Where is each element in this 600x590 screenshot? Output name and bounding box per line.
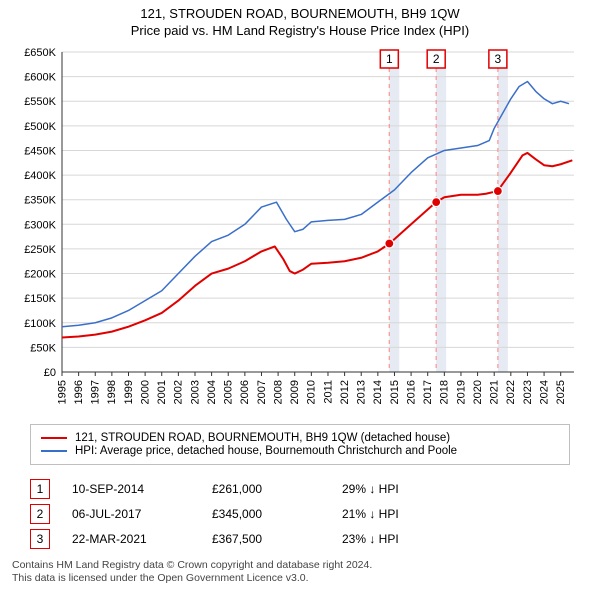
legend-row-hpi: HPI: Average price, detached house, Bour… <box>41 445 559 457</box>
svg-text:2022: 2022 <box>505 380 517 404</box>
svg-text:2020: 2020 <box>472 380 484 404</box>
attribution-footer: Contains HM Land Registry data © Crown c… <box>12 559 372 586</box>
footer-line1: Contains HM Land Registry data © Crown c… <box>12 559 372 573</box>
svg-text:£250K: £250K <box>24 244 56 256</box>
marker-badge-3: 3 <box>30 529 50 549</box>
svg-text:£400K: £400K <box>24 170 56 182</box>
marker-badge-1: 1 <box>30 479 50 499</box>
table-row: 2 06-JUL-2017 £345,000 21% ↓ HPI <box>30 504 570 524</box>
svg-text:2025: 2025 <box>555 380 567 404</box>
svg-text:2008: 2008 <box>272 380 284 404</box>
svg-text:2019: 2019 <box>455 380 467 404</box>
sale-diff: 29% ↓ HPI <box>342 482 482 496</box>
svg-text:1998: 1998 <box>106 380 118 404</box>
chart: £0 £50K £100K £150K £200K £250K £300K £350K £400… <box>8 46 592 416</box>
svg-text:2023: 2023 <box>522 380 534 404</box>
svg-text:2018: 2018 <box>439 380 451 404</box>
marker-badge-2: 2 <box>30 504 50 524</box>
address-title: 121, STROUDEN ROAD, BOURNEMOUTH, BH9 1QW <box>8 6 592 21</box>
svg-text:2003: 2003 <box>189 380 201 404</box>
svg-text:£600K: £600K <box>24 72 56 84</box>
svg-text:2024: 2024 <box>538 380 550 404</box>
sale-price: £261,000 <box>212 482 342 496</box>
title-block: 121, STROUDEN ROAD, BOURNEMOUTH, BH9 1QW… <box>0 0 600 40</box>
table-row: 3 22-MAR-2021 £367,500 23% ↓ HPI <box>30 529 570 549</box>
legend-swatch-property <box>41 437 67 440</box>
sales-table: 1 10-SEP-2014 £261,000 29% ↓ HPI 2 06-JU… <box>30 474 570 554</box>
svg-text:2011: 2011 <box>322 380 334 404</box>
svg-text:£100K: £100K <box>24 318 56 330</box>
legend: 121, STROUDEN ROAD, BOURNEMOUTH, BH9 1QW… <box>30 424 570 465</box>
sale-date: 06-JUL-2017 <box>72 507 212 521</box>
svg-text:£350K: £350K <box>24 195 56 207</box>
svg-text:2009: 2009 <box>289 380 301 404</box>
sale-price: £345,000 <box>212 507 342 521</box>
svg-text:£300K: £300K <box>24 219 56 231</box>
svg-text:1: 1 <box>386 52 393 66</box>
chart-svg: £0 £50K £100K £150K £200K £250K £300K £350K £400… <box>8 46 592 416</box>
svg-text:1995: 1995 <box>56 380 68 404</box>
svg-text:£200K: £200K <box>24 269 56 281</box>
sale-diff: 23% ↓ HPI <box>342 532 482 546</box>
footer-line2: This data is licensed under the Open Gov… <box>12 572 372 586</box>
table-row: 1 10-SEP-2014 £261,000 29% ↓ HPI <box>30 479 570 499</box>
sale-price: £367,500 <box>212 532 342 546</box>
legend-label-hpi: HPI: Average price, detached house, Bour… <box>75 445 457 457</box>
svg-text:£550K: £550K <box>24 96 56 108</box>
svg-text:2: 2 <box>433 52 440 66</box>
svg-text:£150K: £150K <box>24 293 56 305</box>
svg-text:£500K: £500K <box>24 121 56 133</box>
svg-text:1997: 1997 <box>90 380 102 404</box>
legend-swatch-hpi <box>41 450 67 452</box>
svg-text:2013: 2013 <box>356 380 368 404</box>
svg-text:£0: £0 <box>44 367 56 379</box>
svg-text:2021: 2021 <box>489 380 501 404</box>
svg-text:2014: 2014 <box>372 380 384 404</box>
sale-date: 10-SEP-2014 <box>72 482 212 496</box>
svg-text:2016: 2016 <box>405 380 417 404</box>
svg-text:2006: 2006 <box>239 380 251 404</box>
svg-text:£650K: £650K <box>24 47 56 59</box>
sale-diff: 21% ↓ HPI <box>342 507 482 521</box>
svg-text:1999: 1999 <box>123 380 135 404</box>
sale-date: 22-MAR-2021 <box>72 532 212 546</box>
svg-text:2015: 2015 <box>389 380 401 404</box>
svg-text:£450K: £450K <box>24 145 56 157</box>
legend-label-property: 121, STROUDEN ROAD, BOURNEMOUTH, BH9 1QW… <box>75 432 450 444</box>
subtitle: Price paid vs. HM Land Registry's House … <box>8 23 592 38</box>
svg-text:2004: 2004 <box>206 380 218 404</box>
svg-text:2001: 2001 <box>156 380 168 404</box>
svg-text:3: 3 <box>495 52 502 66</box>
svg-text:1996: 1996 <box>73 380 85 404</box>
svg-text:2005: 2005 <box>223 380 235 404</box>
legend-row-property: 121, STROUDEN ROAD, BOURNEMOUTH, BH9 1QW… <box>41 432 559 444</box>
svg-text:2012: 2012 <box>339 380 351 404</box>
svg-text:2002: 2002 <box>173 380 185 404</box>
svg-text:2010: 2010 <box>306 380 318 404</box>
svg-text:£50K: £50K <box>30 342 56 354</box>
svg-text:2000: 2000 <box>139 380 151 404</box>
svg-text:2017: 2017 <box>422 380 434 404</box>
svg-text:2007: 2007 <box>256 380 268 404</box>
